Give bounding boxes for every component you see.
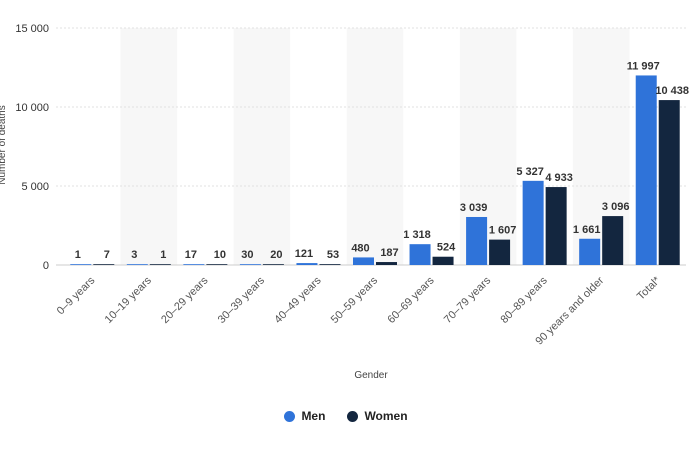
data-label-men: 3 [131,249,137,261]
y-axis-ticks: 0 5 000 10 000 15 000 [15,23,49,272]
category-band [346,28,404,265]
bar-men[interactable] [466,216,488,265]
legend-women-marker [347,410,359,422]
bar-men[interactable] [579,238,601,265]
category-band [233,28,291,265]
bar-men[interactable] [126,264,148,265]
data-label-men: 1 661 [573,224,601,236]
data-label-women: 4 933 [545,172,573,184]
bar-women[interactable] [432,256,454,265]
category-band [120,28,178,265]
bar-women[interactable] [149,264,171,265]
y-axis-title: Number of deaths [0,105,8,185]
bar-women[interactable] [319,264,341,265]
x-tick-label: 50–59 years [329,274,381,326]
legend-item-women[interactable]: Women [347,409,408,423]
legend: Men Women [0,406,692,426]
data-label-women: 187 [380,247,398,259]
data-label-women: 1 607 [489,225,517,237]
alternating-bands [120,28,630,265]
bar-men[interactable] [239,264,261,265]
y-tick-label: 5 000 [21,181,49,193]
bar-men[interactable] [296,263,318,265]
data-label-women: 20 [270,249,282,261]
bar-women[interactable] [602,216,624,265]
bar-men[interactable] [183,264,205,265]
bar-men[interactable] [70,264,92,265]
bar-women[interactable] [489,239,511,265]
bar-women[interactable] [376,262,397,265]
data-label-women: 10 [214,249,226,261]
bar-women[interactable] [262,264,284,265]
x-tick-label: 20–29 years [159,274,211,326]
data-label-men: 5 327 [516,166,544,178]
x-tick-label: 40–49 years [272,274,324,326]
data-label-men: 3 039 [460,202,488,214]
data-label-women: 524 [437,242,456,254]
x-tick-label: 70–79 years [442,274,494,326]
data-label-men: 30 [241,249,253,261]
x-tick-label: Total* [635,274,663,302]
y-tick-label: 0 [43,260,49,272]
bar-women[interactable] [206,264,228,265]
data-label-men: 1 [75,249,81,261]
legend-women-label: Women [364,409,408,423]
x-axis-ticks: 0–9 years 10–19 years 20–29 years 30–39 yea… [55,274,664,347]
x-tick-label: 0–9 years [55,274,98,317]
legend-men-label: Men [301,409,326,423]
bar-women[interactable] [545,187,567,265]
bar-men[interactable] [522,180,544,265]
data-label-women: 3 096 [602,201,630,213]
y-tick-label: 15 000 [15,23,49,35]
x-tick-label: 60–69 years [385,274,437,326]
legend-item-men[interactable]: Men [284,409,325,423]
x-tick-label: 30–39 years [216,274,268,326]
bars [70,75,680,266]
data-label-women: 1 [160,249,166,261]
legend-men-marker [284,410,296,422]
data-label-men: 1 318 [403,229,431,241]
bar-women[interactable] [93,264,115,265]
y-tick-label: 10 000 [15,102,49,114]
x-axis-title: Gender [354,370,388,381]
x-tick-label: 80–89 years [498,274,550,326]
data-label-men: 121 [295,248,313,260]
data-label-men: 480 [351,242,369,254]
data-label-women: 53 [327,249,339,261]
x-tick-label: 10–19 years [103,274,155,326]
bar-women[interactable] [658,100,680,266]
data-label-women: 7 [104,249,110,261]
data-label-men: 11 997 [627,60,660,72]
data-label-men: 17 [185,249,197,261]
bar-men[interactable] [353,257,374,265]
bar-men[interactable] [635,75,657,265]
data-label-women: 10 438 [655,85,689,97]
bar-men[interactable] [409,244,431,265]
